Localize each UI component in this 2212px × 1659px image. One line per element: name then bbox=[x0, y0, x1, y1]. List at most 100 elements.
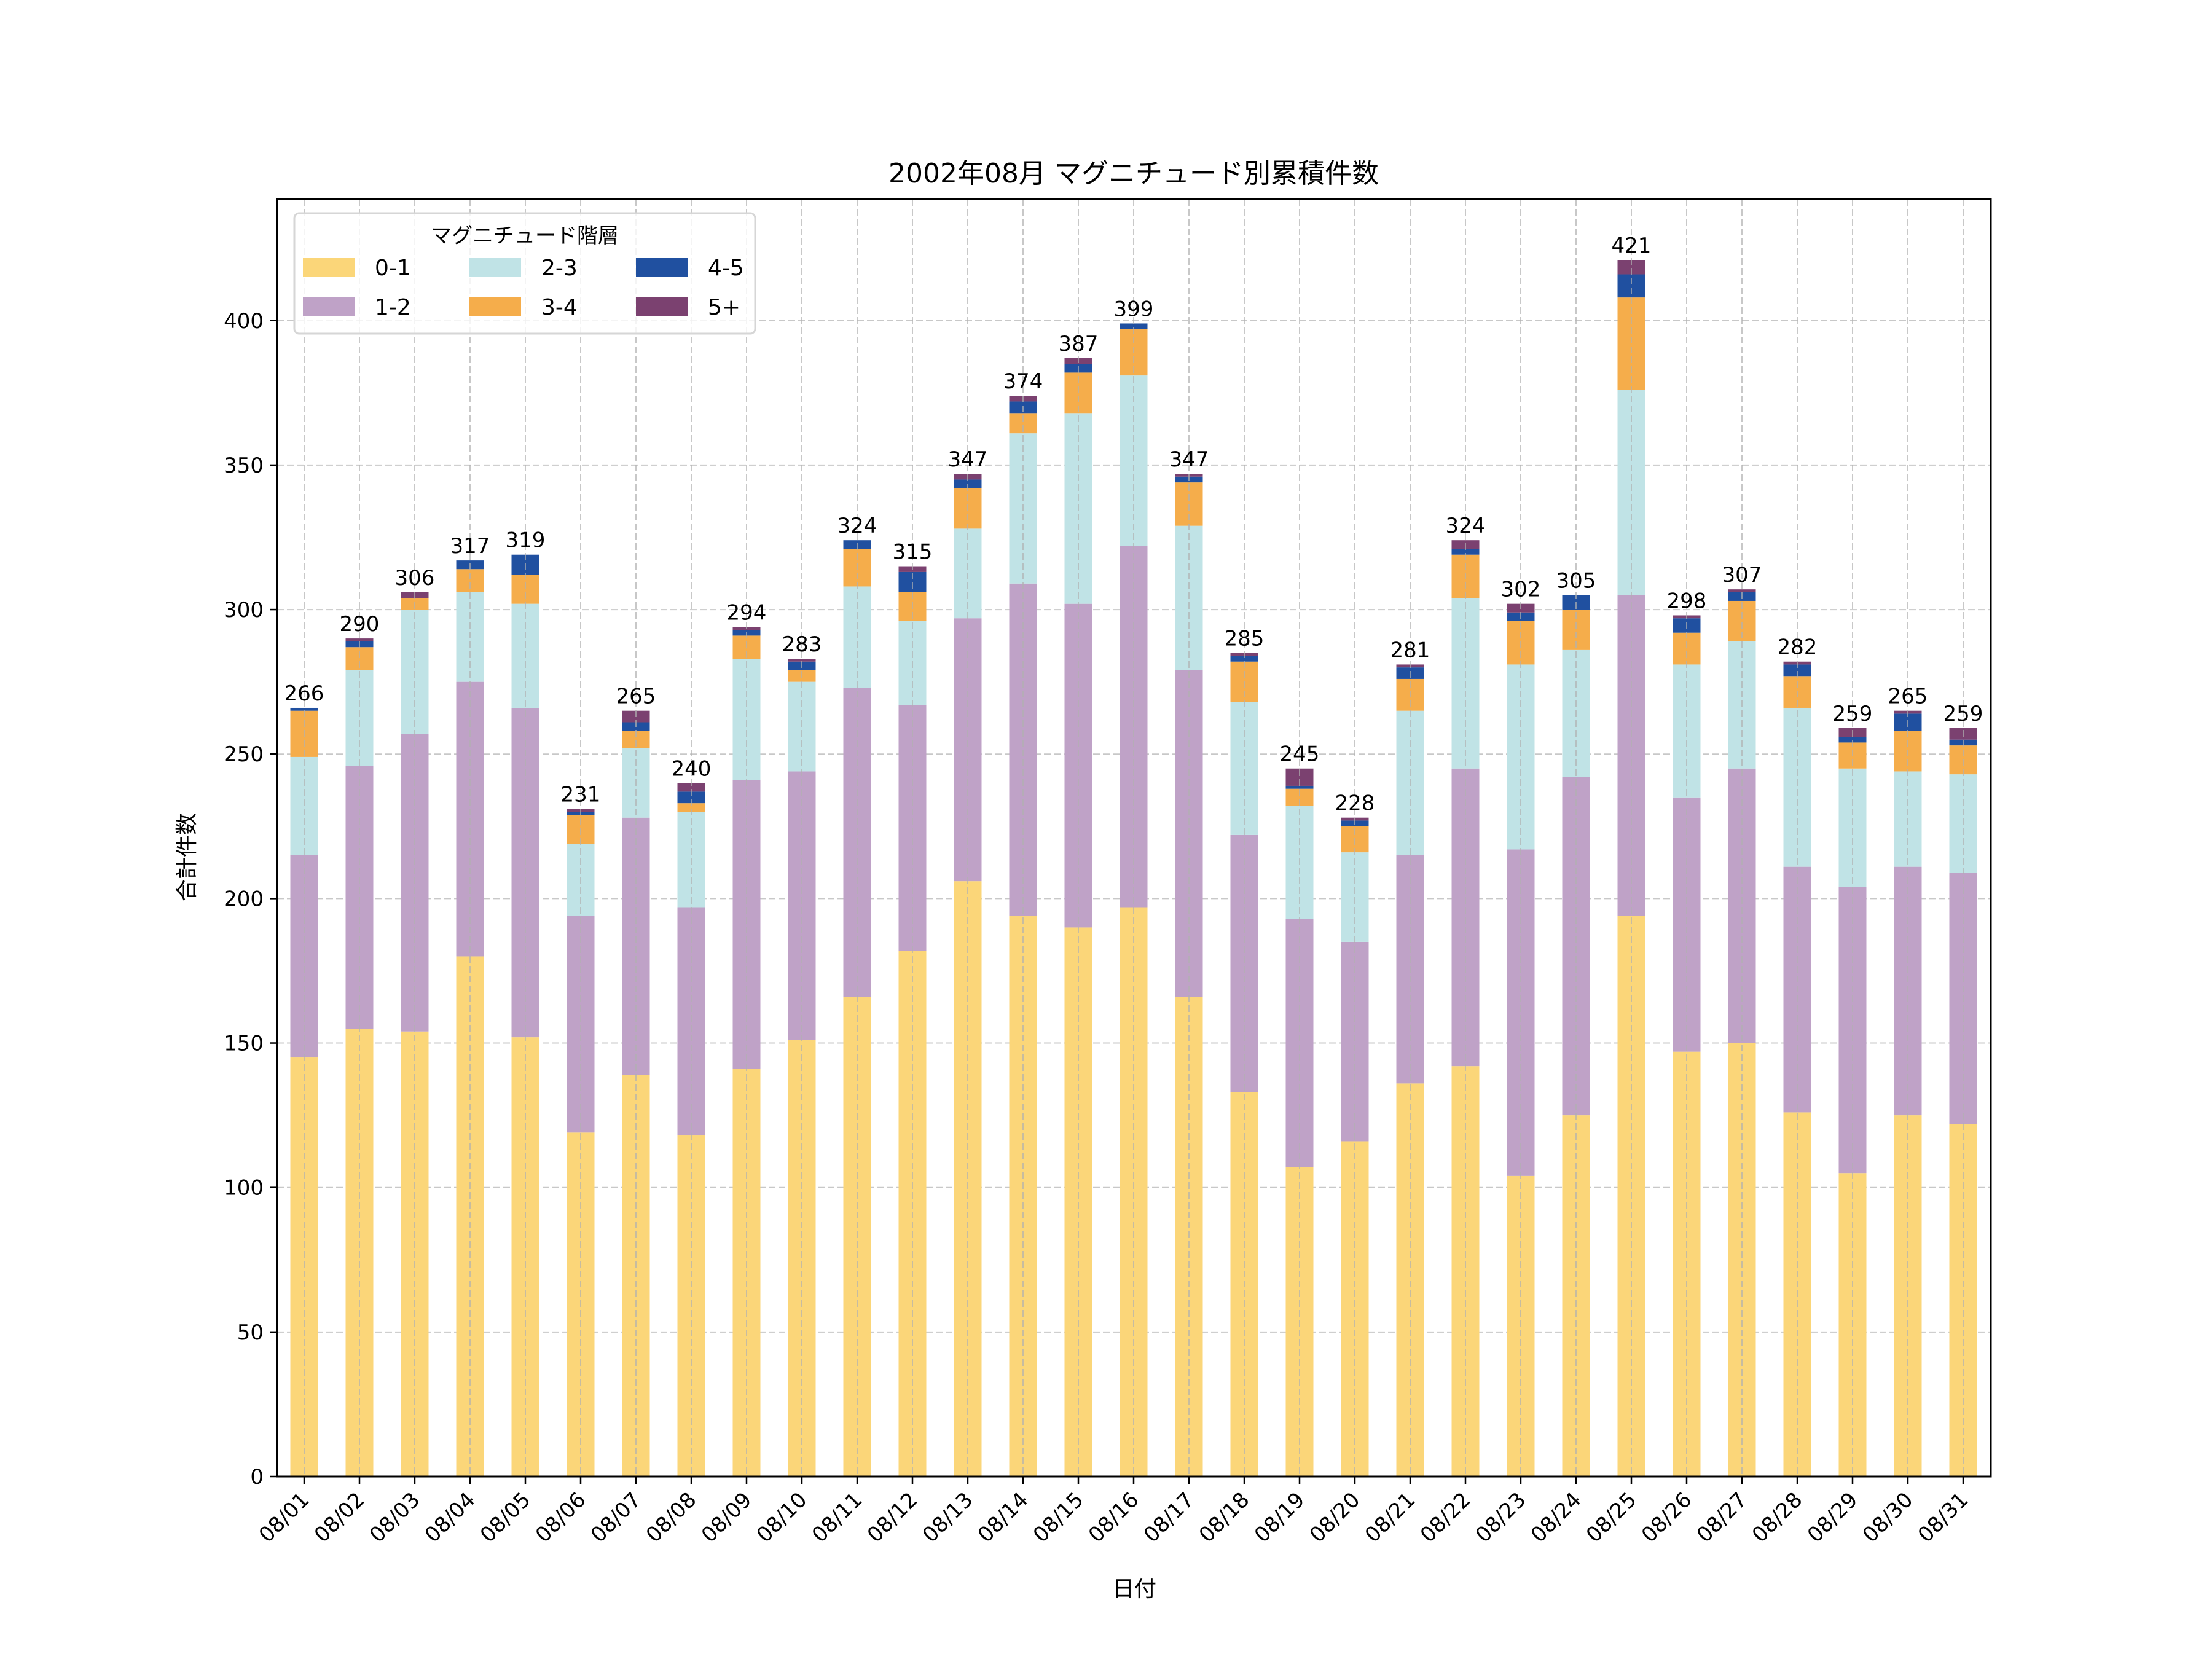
bar-segment-4-5 bbox=[1285, 785, 1314, 789]
bar-total-label: 324 bbox=[1446, 514, 1486, 538]
x-tick-label: 08/18 bbox=[1194, 1488, 1255, 1548]
bar-total-label: 231 bbox=[561, 783, 601, 807]
x-tick-label: 08/14 bbox=[973, 1488, 1033, 1548]
bar-total-label: 240 bbox=[672, 756, 712, 781]
bar-segment-4-5 bbox=[1783, 664, 1811, 677]
legend-swatch-3-4 bbox=[469, 297, 521, 316]
x-tick-label: 08/03 bbox=[365, 1488, 425, 1548]
bar-total-label: 317 bbox=[450, 534, 490, 559]
x-tick-label: 08/05 bbox=[476, 1488, 536, 1548]
bar-segment-4-5 bbox=[677, 791, 705, 804]
x-tick-label: 08/19 bbox=[1250, 1488, 1310, 1548]
bar-segment-2-3 bbox=[1617, 390, 1645, 595]
x-tick-label: 08/04 bbox=[420, 1488, 480, 1548]
bar-stack bbox=[843, 540, 871, 1477]
bar-segment-0-1 bbox=[1396, 1083, 1424, 1477]
x-axis-ticks: 08/0108/0208/0308/0408/0508/0608/0708/08… bbox=[254, 1477, 1974, 1548]
legend-label-0-1: 0-1 bbox=[375, 256, 411, 281]
y-axis-label: 合計件数 bbox=[175, 813, 200, 901]
bar-total-label: 302 bbox=[1501, 578, 1541, 602]
x-tick-label: 08/15 bbox=[1029, 1488, 1089, 1548]
bar-segment-4-5 bbox=[1120, 323, 1148, 329]
bar-total-label: 307 bbox=[1722, 563, 1762, 587]
bar-segment-1-2 bbox=[1507, 849, 1535, 1176]
bar-segment-0-1 bbox=[1341, 1141, 1369, 1477]
x-tick-label: 08/23 bbox=[1471, 1488, 1531, 1548]
legend-swatch-2-3 bbox=[469, 258, 521, 276]
legend-items: 0-1 1-2 2-3 3-4 4-5 5+ bbox=[303, 256, 744, 320]
x-tick-label: 08/20 bbox=[1305, 1488, 1365, 1548]
bar-total-label: 228 bbox=[1335, 791, 1375, 816]
legend-swatch-1-2 bbox=[303, 297, 355, 316]
bar-segment-4-5 bbox=[954, 479, 982, 488]
bar-total-label: 282 bbox=[1778, 635, 1818, 660]
x-tick-label: 08/02 bbox=[310, 1488, 370, 1548]
x-tick-label: 08/21 bbox=[1360, 1488, 1421, 1548]
y-tick-label: 350 bbox=[224, 453, 264, 478]
bar-total-label: 245 bbox=[1280, 742, 1320, 767]
bar-total-label: 265 bbox=[616, 684, 656, 709]
bar-segment-1-2 bbox=[788, 771, 816, 1040]
bar-segment-5+ bbox=[345, 638, 374, 641]
bar-total-labels: 266 290 306 317 319 231 265 240 294 283 324 315 347 3… bbox=[284, 233, 1983, 816]
x-tick-label: 08/27 bbox=[1692, 1488, 1752, 1548]
x-tick-label: 08/29 bbox=[1803, 1488, 1863, 1548]
bar-segment-4-5 bbox=[1451, 549, 1480, 555]
bar-stack bbox=[1507, 603, 1535, 1477]
bar-segment-5+ bbox=[1617, 260, 1645, 275]
bar-segment-4-5 bbox=[1230, 656, 1258, 662]
bar-total-label: 374 bbox=[1003, 369, 1043, 394]
bar-total-label: 421 bbox=[1612, 233, 1652, 258]
x-tick-label: 08/01 bbox=[254, 1488, 315, 1548]
bar-total-label: 305 bbox=[1556, 569, 1596, 594]
x-tick-label: 08/26 bbox=[1637, 1488, 1697, 1548]
x-tick-label: 08/07 bbox=[586, 1488, 646, 1548]
x-tick-label: 08/13 bbox=[918, 1488, 978, 1548]
bar-total-label: 290 bbox=[340, 612, 380, 637]
y-tick-label: 250 bbox=[224, 742, 264, 767]
y-tick-label: 150 bbox=[224, 1032, 264, 1056]
bar-segment-4-5 bbox=[290, 707, 318, 711]
bar-total-label: 315 bbox=[893, 540, 933, 565]
bar-total-label: 319 bbox=[506, 528, 546, 553]
chart-title: 2002年08月 マグニチュード別累積件数 bbox=[888, 158, 1379, 189]
bar-total-label: 285 bbox=[1225, 627, 1265, 651]
bar-total-label: 387 bbox=[1059, 332, 1099, 356]
x-tick-label: 08/16 bbox=[1084, 1488, 1144, 1548]
x-tick-label: 08/08 bbox=[641, 1488, 702, 1548]
bar-total-label: 259 bbox=[1943, 702, 1983, 726]
bar-total-label: 347 bbox=[948, 447, 988, 472]
vertical-gridlines bbox=[304, 199, 1964, 1477]
bar-segment-2-3 bbox=[1838, 768, 1867, 887]
x-tick-label: 08/06 bbox=[531, 1488, 591, 1548]
bar-segment-1-2 bbox=[1285, 919, 1314, 1167]
legend: マグニチュード階層 0-1 1-2 2-3 3-4 4-5 5+ bbox=[293, 212, 756, 335]
x-tick-label: 08/11 bbox=[807, 1488, 868, 1548]
x-tick-label: 08/25 bbox=[1582, 1488, 1642, 1548]
bar-total-label: 347 bbox=[1169, 447, 1209, 472]
bar-stack bbox=[1673, 615, 1701, 1477]
y-tick-label: 200 bbox=[224, 887, 264, 911]
x-tick-label: 08/10 bbox=[752, 1488, 812, 1548]
legend-swatch-5+ bbox=[636, 297, 688, 316]
y-tick-label: 400 bbox=[224, 309, 264, 334]
legend-label-1-2: 1-2 bbox=[375, 295, 411, 320]
legend-label-4-5: 4-5 bbox=[708, 256, 744, 281]
bar-total-label: 281 bbox=[1390, 638, 1430, 662]
y-tick-label: 300 bbox=[224, 598, 264, 622]
bar-segment-5+ bbox=[788, 659, 816, 662]
bar-segment-5+ bbox=[677, 783, 705, 792]
bar-total-label: 324 bbox=[837, 514, 877, 538]
bar-total-label: 294 bbox=[727, 600, 767, 625]
y-tick-label: 50 bbox=[237, 1320, 264, 1345]
bar-segment-4-5 bbox=[1838, 737, 1867, 743]
x-tick-label: 08/28 bbox=[1747, 1488, 1808, 1548]
bar-total-label: 306 bbox=[395, 566, 435, 590]
y-tick-label: 0 bbox=[250, 1465, 264, 1489]
legend-swatch-0-1 bbox=[303, 258, 355, 276]
bar-total-label: 283 bbox=[782, 632, 822, 657]
x-tick-label: 08/31 bbox=[1913, 1488, 1974, 1548]
y-axis-ticks: 0 50 100 150 200 250 300 350 400 bbox=[224, 309, 277, 1489]
bar-total-label: 259 bbox=[1833, 702, 1873, 726]
legend-label-3-4: 3-4 bbox=[541, 295, 578, 320]
